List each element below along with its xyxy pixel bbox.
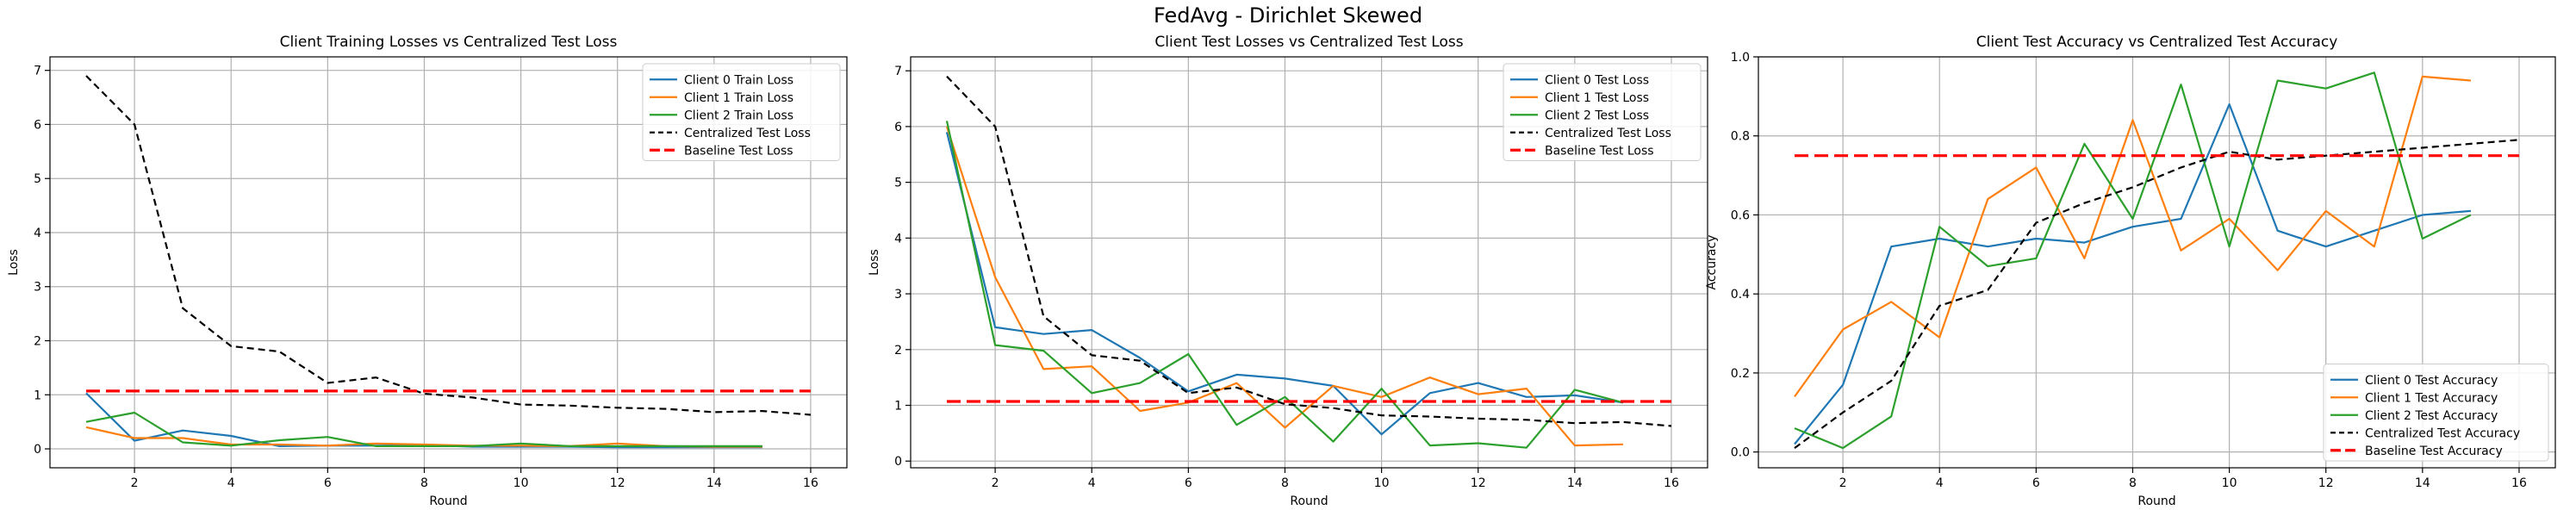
x-tick-label: 14 xyxy=(1567,476,1583,490)
y-tick-label: 6 xyxy=(894,121,902,134)
x-tick-label: 12 xyxy=(610,476,625,490)
legend-label: Client 1 Test Accuracy xyxy=(2365,391,2498,405)
x-axis-label: Round xyxy=(429,494,467,508)
y-axis-label: Accuracy xyxy=(1705,235,1719,290)
series-line-4 xyxy=(1794,139,2520,449)
legend-box xyxy=(1503,63,1702,161)
x-tick-label: 4 xyxy=(1088,476,1096,490)
y-tick-label: 1 xyxy=(894,400,902,414)
chart-3: 2 4 6 8 10 12 14 16 0.0 0.2 0.4 0.6 0.8 1.0 Client Tes… xyxy=(1705,34,2556,508)
grid xyxy=(911,57,1708,468)
y-tick-label: 2 xyxy=(894,344,902,358)
legend-label: Baseline Test Loss xyxy=(684,144,793,158)
x-tick-label: 8 xyxy=(1281,476,1289,490)
y-tick-label: 3 xyxy=(34,281,41,295)
legend-label: Centralized Test Loss xyxy=(684,127,811,140)
chart-title: Client Test Losses vs Centralized Test L… xyxy=(1154,34,1463,51)
x-tick-label: 12 xyxy=(2318,476,2334,490)
legend-label: Centralized Test Accuracy xyxy=(2365,426,2520,440)
series-line-4 xyxy=(946,75,1672,427)
legend-label: Client 1 Test Loss xyxy=(1545,91,1649,105)
y-tick-label: 7 xyxy=(894,65,902,78)
legend-label: Client 2 Test Accuracy xyxy=(2365,409,2498,423)
y-tick-label: 6 xyxy=(34,118,41,132)
x-tick-label: 16 xyxy=(2511,476,2527,490)
series-line-3 xyxy=(945,121,1624,449)
legend-label: Centralized Test Loss xyxy=(1545,127,1671,140)
chart-title: Client Test Accuracy vs Centralized Test… xyxy=(1976,34,2338,51)
figure-title: FedAvg - Dirichlet Skewed xyxy=(1153,3,1423,28)
y-tick-label: 0.6 xyxy=(1731,208,1750,222)
y-tick-label: 5 xyxy=(894,177,902,190)
series-line-3 xyxy=(1794,72,2472,450)
y-tick-label: 0.2 xyxy=(1731,367,1750,381)
x-tick-label: 16 xyxy=(803,476,818,490)
axes-frame xyxy=(910,56,1708,469)
legend-label: Client 0 Train Loss xyxy=(684,73,793,87)
series-line-1 xyxy=(1794,103,2471,445)
y-axis-label: Loss xyxy=(7,249,21,276)
legend-label: Client 0 Test Loss xyxy=(1545,73,1649,87)
series-line-1 xyxy=(945,132,1624,436)
legend-label: Baseline Test Accuracy xyxy=(2365,445,2503,458)
axes-frame xyxy=(49,56,848,469)
x-tick-label: 8 xyxy=(2129,476,2137,490)
x-tick-label: 4 xyxy=(227,476,235,490)
y-tick-label: 0 xyxy=(34,443,41,457)
x-tick-label: 14 xyxy=(706,476,722,490)
x-axis-label: Round xyxy=(2137,494,2175,508)
y-tick-label: 0.0 xyxy=(1731,446,1750,460)
y-tick-label: 1 xyxy=(34,389,41,402)
legend-box xyxy=(2323,364,2549,462)
y-tick-label: 2 xyxy=(34,335,41,349)
x-tick-label: 6 xyxy=(1185,476,1192,490)
series-line-2 xyxy=(945,126,1623,447)
legend-box xyxy=(642,63,841,161)
x-tick-label: 6 xyxy=(324,476,332,490)
legend-label: Baseline Test Loss xyxy=(1545,144,1654,158)
x-tick-label: 8 xyxy=(420,476,428,490)
legend-label: Client 2 Train Loss xyxy=(684,109,793,122)
y-tick-label: 1.0 xyxy=(1731,51,1750,65)
x-tick-label: 2 xyxy=(1839,476,1847,490)
x-tick-label: 10 xyxy=(2222,476,2237,490)
x-axis-label: Round xyxy=(1290,494,1328,508)
x-tick-label: 12 xyxy=(1471,476,1486,490)
series-line-2 xyxy=(1794,75,2471,398)
series-line-3 xyxy=(85,411,762,448)
y-tick-label: 5 xyxy=(34,172,41,186)
y-tick-label: 4 xyxy=(34,227,41,240)
legend-label: Client 0 Test Accuracy xyxy=(2365,374,2498,388)
legend: Client 0 Test Loss Client 1 Test Loss Clie… xyxy=(1503,63,1702,161)
x-tick-label: 2 xyxy=(131,476,139,490)
x-tick-label: 16 xyxy=(1664,476,1679,490)
y-tick-label: 0.8 xyxy=(1731,130,1750,144)
x-tick-label: 6 xyxy=(2032,476,2040,490)
x-tick-label: 10 xyxy=(1374,476,1390,490)
x-tick-label: 10 xyxy=(513,476,529,490)
x-tick-label: 4 xyxy=(1936,476,1944,490)
chart-title: Client Training Losses vs Centralized Te… xyxy=(280,34,618,51)
legend-label: Client 1 Train Loss xyxy=(684,91,793,105)
legend: Client 0 Train Loss Client 1 Train Loss Cl… xyxy=(642,63,841,161)
x-tick-label: 2 xyxy=(992,476,999,490)
y-axis-label: Loss xyxy=(868,249,881,276)
y-tick-label: 3 xyxy=(894,288,902,302)
y-tick-label: 7 xyxy=(34,65,41,78)
y-tick-label: 0 xyxy=(894,455,902,469)
legend: Client 0 Test Accuracy Client 1 Test Accu… xyxy=(2323,364,2549,462)
legend-label: Client 2 Test Loss xyxy=(1545,109,1649,122)
axes-frame xyxy=(1758,56,2556,469)
y-tick-label: 0.4 xyxy=(1731,288,1750,302)
x-tick-label: 14 xyxy=(2415,476,2430,490)
y-tick-label: 4 xyxy=(894,232,902,246)
series-line-4 xyxy=(85,75,812,416)
